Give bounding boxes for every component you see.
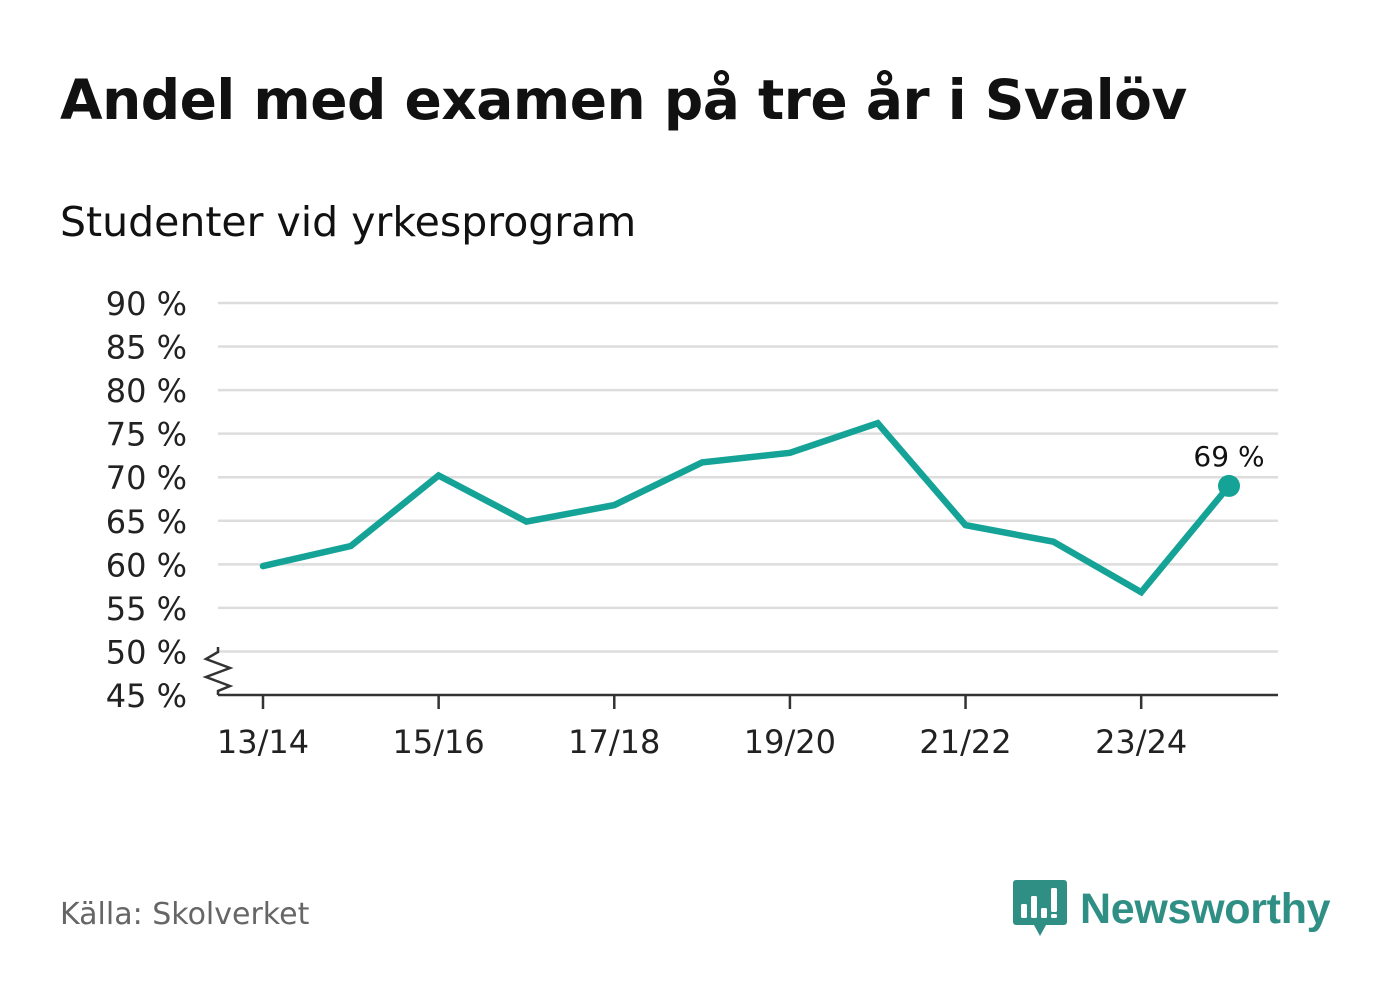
zigzag-axis-break-icon [202,647,234,695]
y-tick-label: 80 % [106,372,187,410]
y-tick-label: 50 % [106,633,187,671]
y-axis-tick-labels: 90 % 85 % 80 % 75 % 70 % 65 % 60 % 55 % 50 % 45 % [106,285,187,715]
axis-break-zigzag [202,647,234,695]
y-tick-label: 65 % [106,503,187,541]
last-point-marker [1218,474,1240,497]
x-axis: 13/14 15/16 17/18 19/20 21/22 23/24 [217,693,1278,761]
x-tick-label: 23/24 [1095,723,1187,761]
brand-logo: Newsworthy [1012,878,1331,940]
data-label: 69 % [1193,440,1264,473]
gridlines [218,301,1278,653]
series-line [259,419,1233,597]
x-tick-label: 17/18 [568,723,660,761]
line-chart: 90 % 85 % 80 % 75 % 70 % 65 % 60 % 55 % 50 % 45 %… [106,285,1278,761]
x-tick-label: 13/14 [217,723,309,761]
chart-subtitle: Studenter vid yrkesprogram [60,198,637,246]
y-tick-label: 60 % [106,546,187,584]
x-tick-label: 21/22 [919,723,1011,761]
y-tick-label: 55 % [106,590,187,628]
chart-title: Andel med examen på tre år i Svalöv [60,68,1187,132]
bar-chart-speech-bubble-icon [1013,880,1067,936]
series-layer: 69 % [259,419,1265,597]
y-tick-label: 90 % [106,285,187,323]
x-tick-label: 19/20 [744,723,836,761]
y-tick-label: 75 % [106,416,187,454]
y-tick-label: 85 % [106,329,187,367]
source-note: Källa: Skolverket [60,897,310,932]
y-tick-label: 70 % [106,459,187,497]
y-tick-label: 45 % [106,677,187,715]
x-tick-label: 15/16 [393,723,485,761]
brand-name: Newsworthy [1080,884,1331,933]
